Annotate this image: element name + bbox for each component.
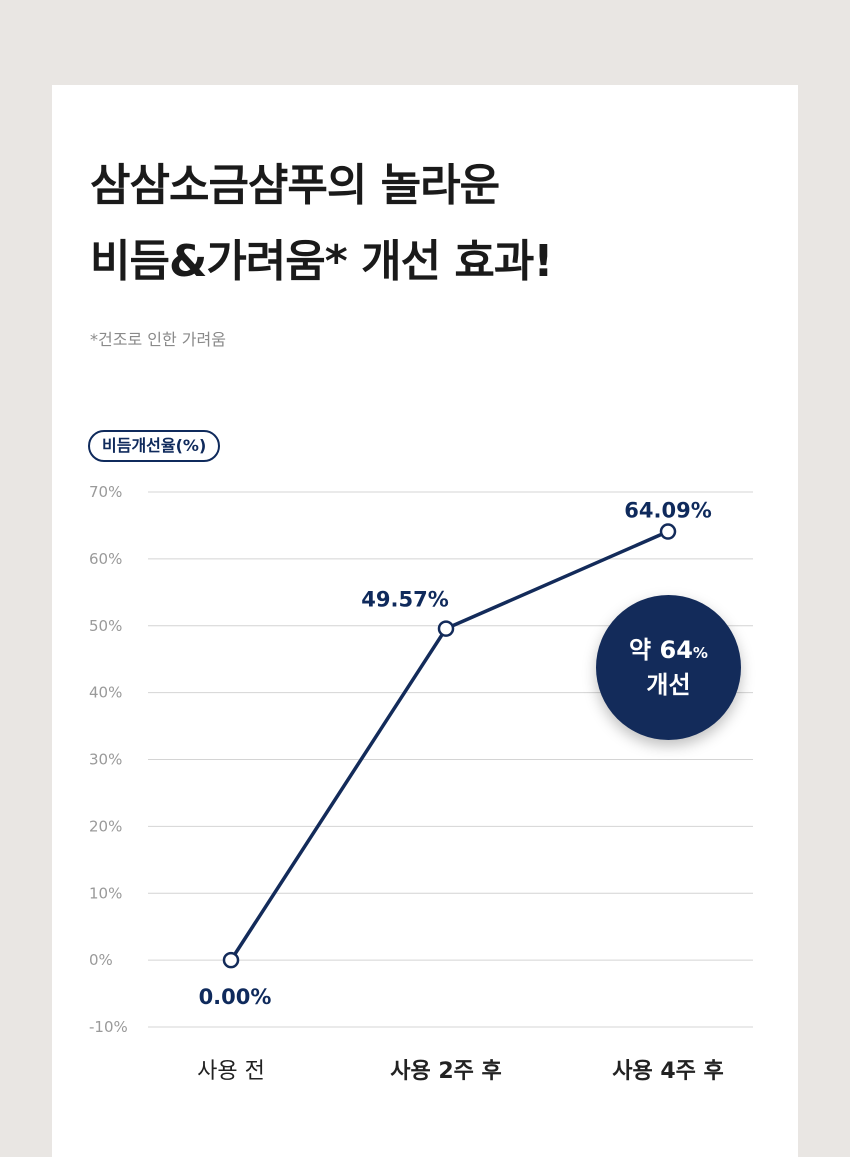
y-tick-label: 70%	[89, 483, 122, 501]
y-tick-label: -10%	[89, 1018, 128, 1036]
badge-prefix: 약	[629, 636, 652, 664]
y-tick-label: 10%	[89, 884, 122, 902]
badge-value: 64	[659, 636, 693, 664]
data-point	[659, 523, 677, 540]
y-tick-label: 0%	[89, 951, 113, 969]
y-tick-label: 50%	[89, 617, 122, 635]
page-title: 삼삼소금샴푸의 놀라운 비듬&가려움* 개선 효과!	[90, 148, 553, 300]
data-point	[437, 620, 455, 637]
improvement-badge: 약 64% 개선	[596, 595, 741, 740]
y-tick-label: 20%	[89, 817, 122, 835]
y-tick-label: 30%	[89, 751, 122, 769]
badge-text: 개선	[646, 671, 691, 699]
x-category-label: 사용 전	[197, 1059, 265, 1084]
data-label: 49.57%	[361, 588, 448, 612]
y-tick-label: 40%	[89, 684, 122, 702]
data-point	[222, 951, 240, 969]
title-line-1: 삼삼소금샴푸의 놀라운	[90, 160, 500, 211]
badge-unit: %	[692, 644, 708, 662]
y-tick-label: 60%	[89, 550, 122, 568]
y-axis-label: 비듬개선율(%)	[88, 430, 221, 462]
series-line	[229, 529, 669, 962]
data-label: 0.00%	[199, 985, 272, 1009]
x-category-label: 사용 4주 후	[612, 1059, 724, 1084]
x-category-label: 사용 2주 후	[390, 1059, 502, 1084]
footnote: *건조로 인한 가려움	[90, 330, 226, 349]
data-label: 64.09%	[624, 499, 711, 523]
title-line-2: 비듬&가려움* 개선 효과!	[90, 236, 553, 287]
